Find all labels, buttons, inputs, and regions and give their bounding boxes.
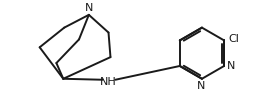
Text: N: N: [227, 61, 235, 71]
Text: N: N: [197, 81, 205, 91]
Text: N: N: [85, 3, 93, 13]
Text: Cl: Cl: [228, 34, 239, 44]
Text: NH: NH: [100, 77, 117, 87]
